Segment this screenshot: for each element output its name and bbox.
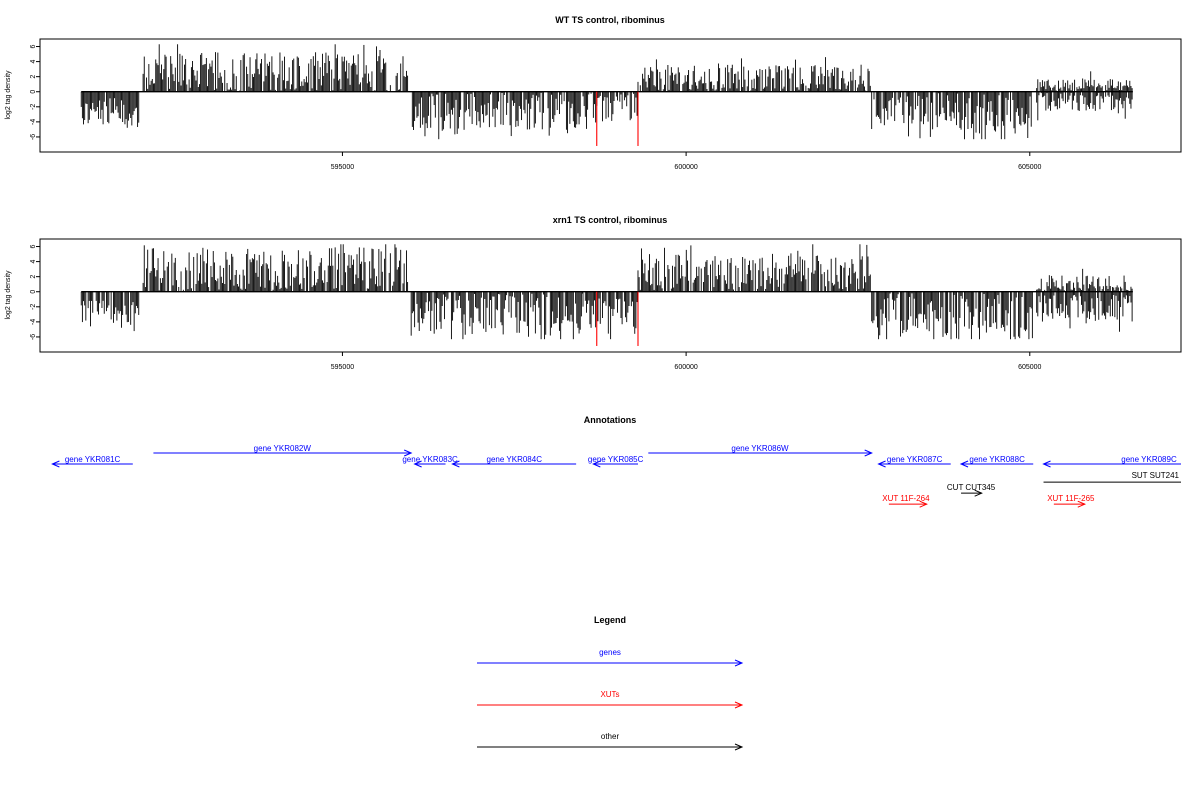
xrn1-y-axis: 6 4 2 0 -2 -4 -6 — [30, 244, 40, 340]
xrn1-track-ylabel: log2 tag density — [5, 270, 12, 320]
annotation-features: gene YKR081C gene YKR082W gene YKR083C gene… — [51, 444, 1181, 508]
y-tick-label: -6 — [30, 334, 37, 340]
arrow-head-icon — [959, 460, 969, 468]
y-tick-label: -6 — [30, 134, 37, 140]
y-tick-label: 4 — [30, 60, 37, 64]
y-tick-label: 2 — [30, 75, 37, 79]
y-tick-label: -2 — [30, 304, 37, 310]
xrn1-track-panel: xrn1 TS control, ribominus log2 tag dens… — [5, 215, 1182, 371]
x-tick-label: 595000 — [331, 364, 354, 371]
y-tick-label: -4 — [30, 119, 37, 125]
xrn1-bars — [80, 244, 1133, 340]
wt-y-axis: 6 4 2 0 -2 -4 -6 — [30, 44, 40, 140]
y-tick-label: 0 — [30, 290, 37, 294]
wt-x-axis: 595000 600000 605000 — [331, 152, 1042, 171]
legend-label: XUTs — [600, 690, 619, 699]
feature-label: gene YKR087C — [887, 455, 943, 464]
wt-track-title: WT TS control, ribominus — [555, 15, 665, 25]
arrow-head-icon — [734, 743, 744, 751]
arrow-head-icon — [734, 701, 744, 709]
arrow-head-icon — [919, 500, 928, 508]
feature-label: gene YKR086W — [731, 444, 789, 453]
arrow-head-icon — [1077, 500, 1087, 508]
feature-label: gene YKR084C — [487, 455, 543, 464]
legend-panel: Legend genes XUTs other — [477, 615, 744, 751]
feature-label: gene YKR089C — [1121, 455, 1177, 464]
y-tick-label: 4 — [30, 260, 37, 264]
y-tick-label: -4 — [30, 319, 37, 325]
legend-label: other — [601, 732, 620, 741]
wt-track-ylabel: log2 tag density — [5, 70, 12, 120]
xrn1-highlights — [596, 291, 639, 346]
feature-label: gene YKR081C — [65, 455, 121, 464]
arrow-head-icon — [51, 460, 60, 468]
feature-label: SUT SUT241 — [1132, 471, 1180, 480]
xrn1-plot-frame — [39, 238, 1182, 353]
x-tick-label: 600000 — [674, 364, 697, 371]
annotations-title: Annotations — [584, 415, 637, 425]
x-tick-label: 600000 — [674, 164, 697, 171]
feature-label: gene YKR088C — [969, 455, 1025, 464]
legend-items: genes XUTs other — [477, 648, 744, 751]
feature-label: gene YKR082W — [254, 444, 312, 453]
y-tick-label: 2 — [30, 275, 37, 279]
xrn1-track-title: xrn1 TS control, ribominus — [553, 215, 668, 225]
legend-title: Legend — [594, 615, 626, 625]
arrow-head-icon — [403, 449, 413, 457]
wt-highlights — [596, 91, 639, 146]
x-tick-label: 605000 — [1018, 164, 1041, 171]
arrow-head-icon — [974, 489, 983, 497]
y-tick-label: 6 — [30, 44, 37, 48]
arrow-head-icon — [451, 460, 460, 468]
y-tick-label: -2 — [30, 104, 37, 110]
arrow-head-icon — [1042, 460, 1051, 468]
arrow-head-icon — [864, 449, 873, 457]
feature-label: XUT 11F-265 — [1047, 494, 1095, 503]
y-tick-label: 0 — [30, 90, 37, 94]
feature-label: gene YKR085C — [588, 455, 644, 464]
arrow-head-icon — [592, 460, 601, 468]
arrow-head-icon — [734, 659, 744, 667]
y-tick-label: 6 — [30, 244, 37, 248]
x-tick-label: 605000 — [1018, 364, 1041, 371]
feature-label: gene YKR083C — [402, 455, 458, 464]
wt-track-panel: WT TS control, ribominus log2 tag densit… — [5, 15, 1182, 171]
arrow-head-icon — [877, 460, 886, 468]
arrow-head-icon — [413, 460, 422, 468]
legend-label: genes — [599, 648, 621, 657]
wt-plot-frame — [39, 38, 1182, 153]
x-tick-label: 595000 — [331, 164, 354, 171]
wt-bars — [80, 44, 1133, 140]
xrn1-x-axis: 595000 600000 605000 — [331, 352, 1042, 371]
feature-label: CUT CUT345 — [947, 483, 996, 492]
feature-label: XUT 11F-264 — [882, 494, 930, 503]
